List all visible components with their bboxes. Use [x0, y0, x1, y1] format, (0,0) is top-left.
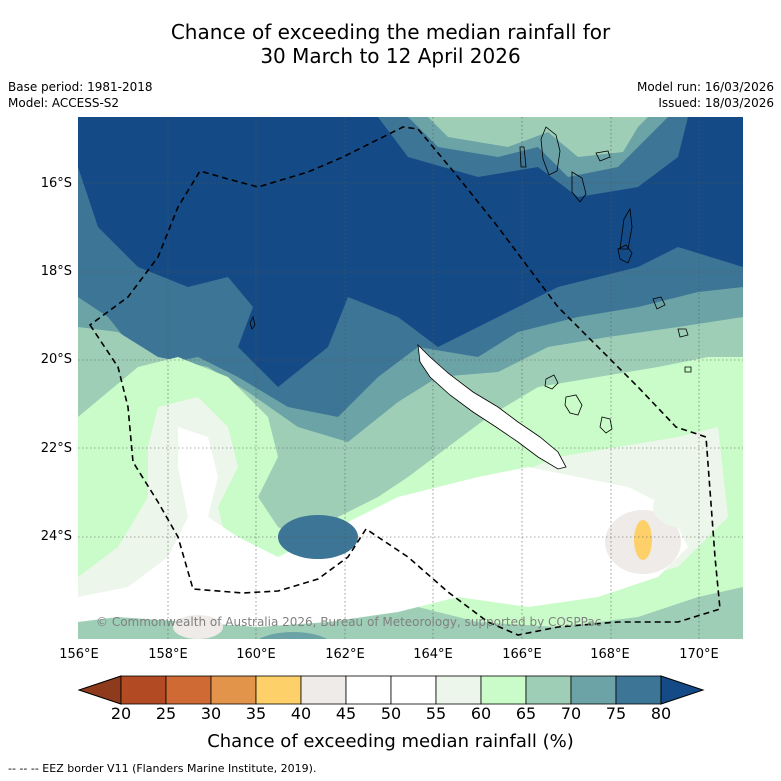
lat-label-24s: 24°S — [40, 529, 72, 544]
vanuatu-island-5 — [617, 244, 633, 264]
cb-label-35: 35 — [245, 704, 267, 723]
colorbar-title: Chance of exceeding median rainfall (%) — [207, 731, 574, 752]
loyalty-island-2 — [564, 394, 583, 416]
vanuatu-island-2 — [571, 171, 587, 203]
lon-label-164e: 164°E — [413, 647, 453, 662]
loyalty-island-3 — [599, 416, 613, 434]
cb-cell-9 — [525, 675, 572, 705]
meta-right: Model run: 16/03/2026 Issued: 18/03/2026 — [637, 79, 774, 111]
region-60-65-east — [653, 485, 723, 529]
island-9 — [249, 315, 256, 330]
lat-label-22s: 22°S — [40, 441, 72, 456]
cb-label-45: 45 — [335, 704, 357, 723]
region-45-50 — [78, 427, 688, 627]
vanuatu-island-7 — [652, 296, 666, 310]
lon-label-158e: 158°E — [148, 647, 188, 662]
lon-label-160e: 160°E — [236, 647, 276, 662]
cb-cell-8 — [480, 675, 527, 705]
loyalty-island-1 — [544, 374, 559, 390]
lat-label-20s: 20°S — [40, 352, 72, 367]
cb-cell-3 — [255, 675, 302, 705]
cb-label-20: 20 — [110, 704, 132, 723]
cb-label-80: 80 — [650, 704, 672, 723]
lon-label-166e: 166°E — [502, 647, 542, 662]
issued-date: Issued: 18/03/2026 — [658, 96, 774, 110]
cb-cell-6 — [390, 675, 437, 705]
base-period: Base period: 1981-2018 — [8, 80, 153, 94]
lat-label-18s: 18°S — [40, 264, 72, 279]
cb-label-25: 25 — [155, 704, 177, 723]
lon-label-156e: 156°E — [59, 647, 99, 662]
model-run: Model run: 16/03/2026 — [636, 80, 774, 94]
cb-cell-7 — [435, 675, 482, 705]
lon-label-170e: 170°E — [679, 647, 719, 662]
rainfall-map: © Commonwealth of Australia 2026, Bureau… — [78, 117, 743, 639]
cb-label-40: 40 — [290, 704, 312, 723]
cb-label-55: 55 — [425, 704, 447, 723]
region-60-65-north — [428, 117, 648, 157]
region-35-40 — [634, 520, 652, 560]
region-60-65-southwest — [258, 632, 328, 639]
cb-label-50: 50 — [380, 704, 402, 723]
cb-cell-4 — [300, 675, 347, 705]
cb-label-60: 60 — [470, 704, 492, 723]
region-40-45-south — [173, 615, 223, 639]
island-10 — [684, 366, 692, 373]
vanuatu-island-8 — [677, 328, 689, 338]
vanuatu-island-1 — [540, 126, 561, 176]
cb-cell-2 — [210, 675, 257, 705]
cb-cell-0 — [120, 675, 167, 705]
cb-cell-10 — [570, 675, 617, 705]
cb-extend-high — [660, 675, 705, 705]
colorbar — [78, 675, 705, 705]
meta-left: Base period: 1981-2018 Model: ACCESS-S2 — [8, 79, 153, 111]
map-copyright: © Commonwealth of Australia 2026, Bureau… — [96, 615, 601, 629]
lon-label-168e: 168°E — [590, 647, 630, 662]
cb-cell-1 — [165, 675, 212, 705]
cb-extend-low — [78, 675, 122, 705]
vanuatu-island-3 — [595, 150, 611, 162]
eez-footnote: -- -- -- EEZ border V11 (Flanders Marine… — [8, 762, 317, 775]
vanuatu-island-6 — [619, 207, 633, 250]
cb-label-65: 65 — [515, 704, 537, 723]
vanuatu-island-4 — [519, 146, 527, 168]
lat-label-16s: 16°S — [40, 176, 72, 191]
eez-border — [88, 126, 721, 636]
gridlines — [78, 117, 743, 639]
lon-label-162e: 162°E — [325, 647, 365, 662]
map-title-line2: 30 March to 12 April 2026 — [260, 44, 521, 68]
cb-label-70: 70 — [560, 704, 582, 723]
cb-label-75: 75 — [605, 704, 627, 723]
new-caledonia-island — [417, 343, 567, 470]
model-name: Model: ACCESS-S2 — [8, 96, 120, 110]
map-title-line1: Chance of exceeding the median rainfall … — [170, 20, 611, 44]
cb-cell-11 — [615, 675, 662, 705]
cb-label-30: 30 — [200, 704, 222, 723]
cb-cell-5 — [345, 675, 392, 705]
